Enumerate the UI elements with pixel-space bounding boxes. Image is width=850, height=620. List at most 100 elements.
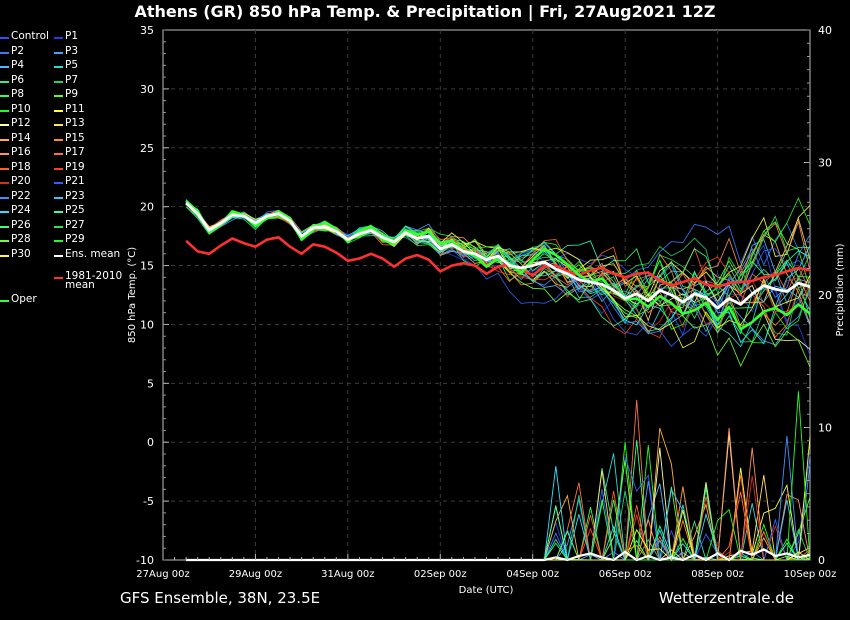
axes: 27Aug 00z 29Aug 00z 31Aug 00z 02Sep 00z 04Se… [136, 24, 836, 580]
legend-item: P20 [0, 175, 31, 189]
footer-site-name: Wetterzentrale.de [658, 589, 794, 607]
y-right-tick-label: 0 [818, 554, 825, 567]
legend-label: P1 [65, 30, 79, 42]
legend-swatch [0, 37, 9, 39]
legend-swatch [0, 300, 9, 302]
legend-label: P7 [65, 73, 79, 86]
legend-swatch [54, 37, 63, 39]
legend-label: Oper [11, 293, 37, 305]
x-tick-label: 10Sep 00z [784, 569, 837, 580]
x-tick-label: 06Sep 00z [599, 569, 652, 580]
x-tick-label: 29Aug 00z [229, 569, 282, 580]
y-axis-left-label: 850 hPa Temp. (°C) [127, 247, 138, 343]
legend-item: P25 [54, 204, 85, 218]
legend-label: P26 [11, 218, 31, 231]
legend-label: P2 [11, 44, 25, 57]
legend-label: P5 [65, 59, 79, 71]
legend-label: Control [11, 30, 49, 42]
legend-label: P19 [65, 160, 85, 173]
legend-item: P11 [54, 102, 85, 117]
legend-item: P27 [54, 218, 85, 233]
legend-swatch [54, 167, 63, 170]
series-line-oper [185, 199, 811, 331]
legend-label: P30 [11, 247, 31, 260]
legend-label: P12 [11, 117, 31, 129]
legend-item: P5 [54, 59, 79, 73]
legend-label: P24 [11, 204, 31, 216]
legend-label: P27 [65, 218, 85, 231]
legend-item: P3 [54, 44, 79, 59]
legend-item: P22 [0, 190, 31, 204]
legend-label: P20 [11, 175, 31, 187]
legend-swatch [54, 124, 63, 126]
legend-swatch [0, 240, 9, 242]
legend-item: P14 [0, 131, 31, 146]
y-left-tick-label: -10 [136, 554, 154, 567]
legend-label: P11 [65, 102, 85, 115]
legend-swatch [54, 80, 63, 83]
legend-label: 1981-2010 mean [65, 270, 123, 291]
legend-label: P18 [11, 160, 31, 173]
legend-item: P26 [0, 218, 31, 233]
legend-item: Oper [0, 293, 37, 307]
y-right-tick-label: 20 [818, 289, 832, 302]
legend-label: P21 [65, 175, 85, 187]
legend-swatch [54, 182, 63, 184]
legend-swatch [54, 153, 63, 155]
y-left-tick-label: 15 [140, 260, 154, 273]
legend-item: P18 [0, 160, 31, 175]
legend-item: P6 [0, 73, 25, 88]
member-line [185, 200, 811, 339]
y-axis-right-label: Precipitation (mm) [835, 243, 846, 336]
legend-swatch [54, 240, 63, 242]
series-line-climate [185, 236, 811, 289]
legend-swatch [0, 138, 9, 141]
legend-swatch [54, 196, 63, 199]
legend-swatch [0, 182, 9, 184]
legend-swatch [0, 167, 9, 170]
legend-label: P6 [11, 73, 25, 86]
legend-item: P19 [54, 160, 85, 175]
legend-label: Ens. mean [65, 247, 121, 260]
y-right-tick-label: 10 [818, 422, 832, 435]
y-right-tick-label: 40 [818, 24, 832, 37]
legend-label: P15 [65, 131, 85, 144]
legend-swatch [54, 254, 63, 257]
y-left-tick-label: -5 [143, 495, 154, 508]
y-left-tick-label: 20 [140, 201, 154, 214]
legend-item: P12 [0, 117, 31, 131]
footer-model-info: GFS Ensemble, 38N, 23.5E [120, 589, 321, 607]
legend-label: P29 [65, 233, 85, 245]
legend-swatch [54, 225, 63, 228]
legend-item: P4 [0, 60, 24, 73]
legend-label: P25 [65, 204, 85, 216]
legend-item: 1981-2010 mean [54, 270, 123, 291]
legend-label: P10 [11, 102, 31, 115]
legend-item: P29 [54, 233, 85, 247]
legend-swatch [54, 66, 63, 68]
chart-title: Athens (GR) 850 hPa Temp. & Precipitatio… [134, 2, 716, 21]
legend-label: P13 [65, 117, 85, 129]
legend-item: P9 [54, 89, 78, 102]
legend-item: P7 [54, 73, 79, 88]
series-line-mean [185, 202, 811, 310]
legend-swatch [54, 277, 63, 279]
legend-swatch [0, 51, 9, 54]
y-left-tick-label: 30 [140, 83, 154, 96]
x-tick-label: 27Aug 00z [136, 569, 189, 580]
legend-swatch [54, 51, 63, 54]
y-left-tick-label: 25 [140, 142, 154, 155]
legend-label: P17 [65, 146, 85, 158]
legend-label: P14 [11, 131, 31, 144]
legend-item: P13 [54, 117, 85, 131]
legend-label: P8 [11, 88, 25, 100]
legend-label: P23 [65, 189, 85, 202]
legend-swatch [0, 225, 9, 228]
legend-item: P28 [0, 234, 31, 247]
legend-item: P10 [0, 102, 31, 117]
legend-label: P3 [65, 44, 79, 57]
y-right-tick-label: 30 [818, 157, 832, 170]
y-left-tick-label: 35 [140, 24, 154, 37]
legend-item: P1 [54, 30, 79, 44]
